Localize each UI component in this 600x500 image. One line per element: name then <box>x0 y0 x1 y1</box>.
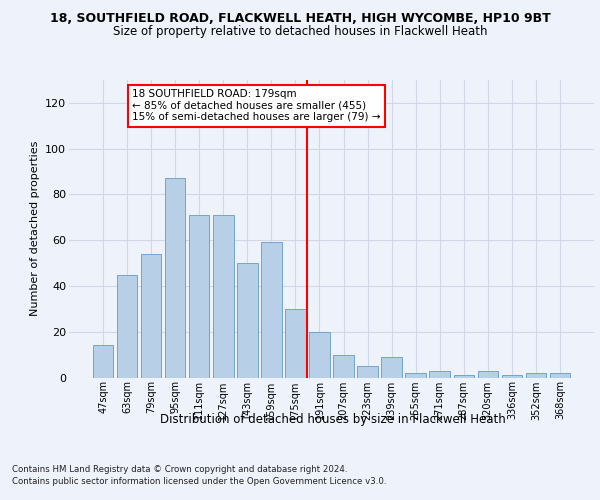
Bar <box>502 375 522 378</box>
Text: Distribution of detached houses by size in Flackwell Heath: Distribution of detached houses by size … <box>160 412 506 426</box>
Y-axis label: Number of detached properties: Number of detached properties <box>29 141 40 316</box>
Bar <box>237 263 257 378</box>
Bar <box>334 354 354 378</box>
Bar <box>526 373 546 378</box>
Bar <box>454 375 474 378</box>
Bar <box>141 254 161 378</box>
Bar <box>261 242 281 378</box>
Bar <box>550 373 570 378</box>
Text: Contains public sector information licensed under the Open Government Licence v3: Contains public sector information licen… <box>12 478 386 486</box>
Bar <box>478 370 498 378</box>
Bar <box>189 215 209 378</box>
Bar <box>382 357 402 378</box>
Bar <box>430 370 450 378</box>
Bar <box>165 178 185 378</box>
Bar <box>358 366 378 378</box>
Bar <box>285 309 305 378</box>
Bar <box>213 215 233 378</box>
Text: Contains HM Land Registry data © Crown copyright and database right 2024.: Contains HM Land Registry data © Crown c… <box>12 465 347 474</box>
Bar <box>406 373 426 378</box>
Text: Size of property relative to detached houses in Flackwell Heath: Size of property relative to detached ho… <box>113 25 487 38</box>
Bar <box>93 346 113 378</box>
Bar <box>117 274 137 378</box>
Text: 18, SOUTHFIELD ROAD, FLACKWELL HEATH, HIGH WYCOMBE, HP10 9BT: 18, SOUTHFIELD ROAD, FLACKWELL HEATH, HI… <box>50 12 550 26</box>
Text: 18 SOUTHFIELD ROAD: 179sqm
← 85% of detached houses are smaller (455)
15% of sem: 18 SOUTHFIELD ROAD: 179sqm ← 85% of deta… <box>132 89 380 122</box>
Bar <box>309 332 329 378</box>
